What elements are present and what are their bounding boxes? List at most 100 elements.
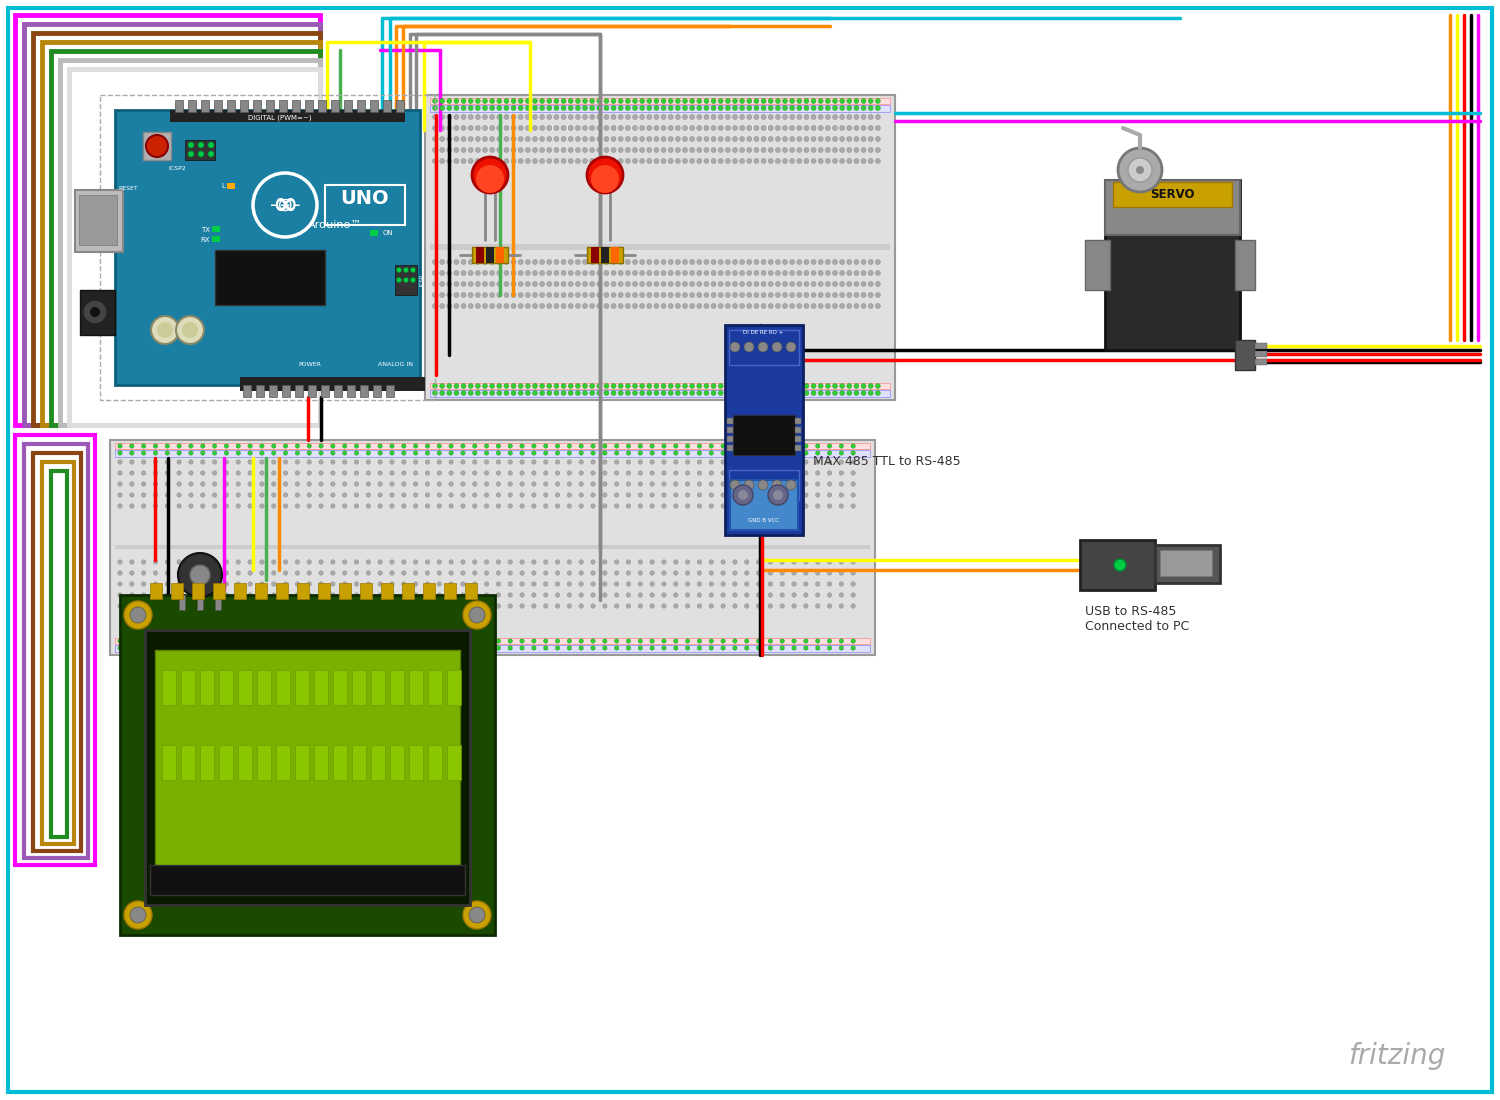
Bar	[734, 415, 795, 455]
Circle shape	[320, 560, 322, 564]
Circle shape	[828, 646, 831, 650]
Circle shape	[426, 471, 429, 475]
Circle shape	[472, 646, 477, 650]
Circle shape	[711, 147, 716, 153]
Circle shape	[454, 271, 459, 275]
Circle shape	[436, 639, 441, 643]
Circle shape	[561, 106, 566, 110]
Circle shape	[525, 114, 531, 120]
Bar	[1256, 343, 1268, 349]
Circle shape	[768, 136, 772, 142]
Circle shape	[531, 639, 536, 643]
Bar	[150, 583, 162, 600]
Circle shape	[330, 593, 334, 597]
Circle shape	[662, 136, 666, 142]
Bar	[333, 670, 346, 705]
Circle shape	[448, 571, 453, 575]
Circle shape	[639, 390, 645, 396]
Circle shape	[531, 443, 536, 448]
Circle shape	[747, 114, 752, 120]
Circle shape	[839, 646, 843, 650]
Circle shape	[496, 646, 501, 650]
Circle shape	[738, 490, 748, 500]
Circle shape	[330, 604, 334, 608]
Circle shape	[548, 158, 552, 164]
Circle shape	[129, 482, 134, 486]
Circle shape	[662, 125, 666, 131]
Circle shape	[354, 482, 358, 486]
Circle shape	[436, 460, 441, 464]
Circle shape	[603, 482, 608, 486]
Circle shape	[414, 639, 419, 643]
Circle shape	[847, 384, 852, 388]
Circle shape	[768, 271, 772, 275]
Circle shape	[646, 136, 652, 142]
Circle shape	[682, 260, 687, 264]
Circle shape	[861, 147, 865, 153]
Circle shape	[165, 571, 170, 575]
Circle shape	[554, 304, 560, 308]
Circle shape	[567, 646, 572, 650]
Circle shape	[272, 571, 276, 575]
Circle shape	[141, 604, 146, 608]
Circle shape	[236, 593, 240, 597]
Circle shape	[177, 482, 182, 486]
Circle shape	[402, 646, 406, 650]
Circle shape	[732, 106, 738, 110]
Circle shape	[825, 271, 831, 275]
Circle shape	[690, 114, 694, 120]
Bar	[370, 100, 378, 112]
Circle shape	[818, 136, 824, 142]
Circle shape	[118, 604, 122, 608]
Circle shape	[320, 451, 322, 455]
Circle shape	[447, 147, 452, 153]
Circle shape	[603, 443, 608, 448]
Circle shape	[780, 646, 784, 650]
Circle shape	[754, 304, 759, 308]
Circle shape	[484, 443, 489, 448]
Bar	[1106, 180, 1240, 350]
Circle shape	[604, 125, 609, 131]
Circle shape	[118, 493, 122, 497]
Bar	[100, 95, 435, 400]
Circle shape	[354, 451, 358, 455]
Circle shape	[768, 493, 772, 497]
Circle shape	[786, 480, 796, 490]
Circle shape	[272, 443, 276, 448]
Circle shape	[213, 639, 217, 643]
Circle shape	[567, 460, 572, 464]
Circle shape	[224, 460, 228, 464]
Circle shape	[213, 504, 217, 508]
Circle shape	[555, 504, 560, 508]
Circle shape	[804, 571, 808, 575]
Circle shape	[833, 136, 837, 142]
Circle shape	[747, 390, 752, 396]
Circle shape	[597, 125, 602, 131]
Circle shape	[618, 136, 622, 142]
Circle shape	[783, 293, 788, 297]
Text: RX: RX	[201, 236, 210, 243]
Circle shape	[366, 639, 370, 643]
Circle shape	[768, 593, 772, 597]
Circle shape	[236, 639, 240, 643]
Circle shape	[610, 304, 616, 308]
Circle shape	[662, 604, 666, 608]
Circle shape	[543, 639, 548, 643]
Circle shape	[722, 482, 726, 486]
Circle shape	[732, 604, 736, 608]
Bar	[51, 51, 320, 425]
Circle shape	[828, 639, 831, 643]
Circle shape	[460, 384, 466, 388]
Circle shape	[496, 451, 501, 455]
Circle shape	[682, 158, 687, 164]
Circle shape	[414, 604, 419, 608]
Circle shape	[454, 293, 459, 297]
Circle shape	[792, 451, 796, 455]
Circle shape	[448, 443, 453, 448]
Circle shape	[603, 582, 608, 586]
Circle shape	[776, 125, 780, 131]
Circle shape	[618, 147, 622, 153]
Circle shape	[818, 384, 824, 388]
Circle shape	[509, 571, 513, 575]
Circle shape	[489, 114, 495, 120]
